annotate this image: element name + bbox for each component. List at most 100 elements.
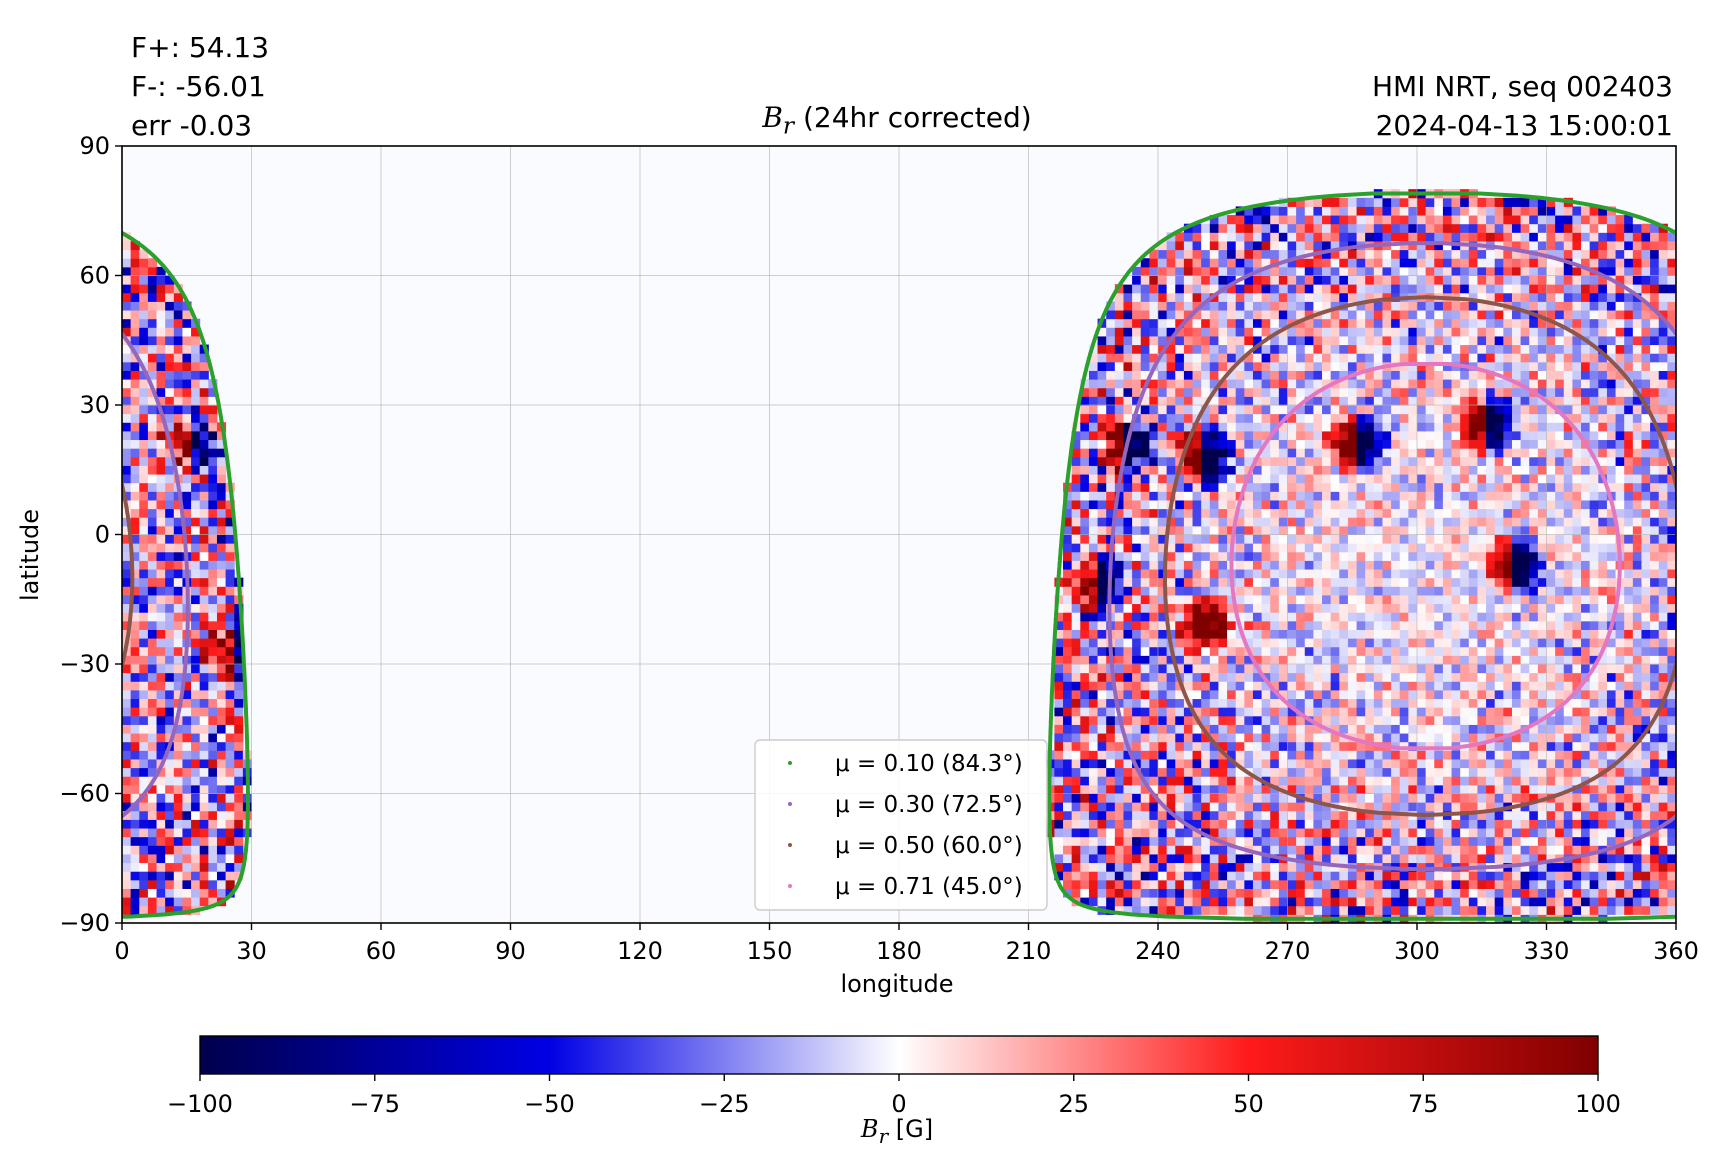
heatmap-cell [1615, 646, 1625, 656]
heatmap-cell [1391, 603, 1401, 613]
heatmap-cell [1589, 905, 1599, 915]
heatmap-cell [1347, 439, 1358, 449]
heatmap-cell [1347, 534, 1358, 544]
heatmap-cell [1201, 525, 1211, 535]
heatmap-cell [139, 525, 149, 535]
heatmap-cell [1261, 715, 1271, 725]
heatmap-cell [199, 862, 209, 872]
heatmap-cell [139, 413, 149, 423]
heatmap-cell [1494, 448, 1504, 458]
heatmap-cell [1598, 750, 1608, 760]
heatmap-cell [1252, 569, 1263, 579]
heatmap-cell [122, 620, 132, 630]
heatmap-cell [1365, 776, 1375, 786]
heatmap-cell [1632, 897, 1642, 907]
heatmap-cell [1373, 474, 1383, 484]
heatmap-cell [1175, 750, 1185, 760]
heatmap-cell [1417, 698, 1427, 708]
heatmap-cell [1270, 413, 1280, 423]
heatmap-cell [1313, 828, 1323, 838]
heatmap-cell [1382, 845, 1392, 855]
heatmap-cell [139, 724, 149, 734]
heatmap-cell [199, 646, 209, 656]
heatmap-cell [1572, 543, 1582, 553]
heatmap-cell [1287, 646, 1297, 656]
heatmap-cell [1192, 448, 1202, 458]
heatmap-cell [1313, 836, 1323, 846]
heatmap-cell [1606, 715, 1617, 725]
heatmap-cell [122, 845, 132, 855]
heatmap-cell [1408, 534, 1418, 544]
heatmap-cell [1503, 664, 1513, 674]
heatmap-cell [1063, 620, 1073, 630]
heatmap-cell [1598, 629, 1608, 639]
heatmap-cell [199, 810, 209, 820]
heatmap-cell [1227, 741, 1237, 751]
heatmap-cell [1158, 543, 1168, 553]
heatmap-cell [1667, 448, 1676, 458]
heatmap-cell [1218, 534, 1228, 544]
heatmap-cell [1166, 525, 1176, 535]
heatmap-cell [1166, 784, 1176, 794]
heatmap-cell [1589, 430, 1599, 441]
heatmap-cell [1365, 525, 1375, 535]
heatmap-cell [1166, 534, 1176, 544]
heatmap-cell [1503, 707, 1513, 717]
heatmap-cell [1667, 750, 1676, 760]
heatmap-cell [1425, 430, 1435, 441]
heatmap-cell [1373, 586, 1383, 596]
heatmap-cell [1624, 594, 1634, 605]
heatmap-cell [1399, 776, 1409, 786]
heatmap-cell [1442, 612, 1453, 622]
heatmap-cell [1252, 638, 1263, 648]
heatmap-cell [1555, 474, 1565, 484]
heatmap-cell [1624, 586, 1634, 596]
heatmap-cell [1218, 810, 1228, 820]
heatmap-cell [147, 689, 158, 700]
heatmap-cell [122, 776, 132, 786]
heatmap-cell [1581, 724, 1591, 734]
heatmap-cell [1088, 871, 1099, 881]
heatmap-cell [1158, 698, 1168, 708]
heatmap-cell [1581, 819, 1591, 829]
heatmap-cell [1296, 439, 1306, 449]
heatmap-cell [1132, 430, 1142, 441]
heatmap-cell [1468, 784, 1478, 794]
heatmap-cell [1641, 758, 1651, 769]
heatmap-cell [1227, 499, 1237, 510]
heatmap-cell [122, 689, 132, 700]
heatmap-cell [122, 456, 132, 466]
heatmap-cell [1624, 638, 1634, 648]
heatmap-cell [1252, 689, 1263, 700]
heatmap-cell [1460, 689, 1470, 700]
heatmap-cell [1209, 586, 1219, 596]
heatmap-cell [1417, 543, 1427, 553]
heatmap-cell [165, 508, 175, 518]
heatmap-cell [1218, 905, 1228, 915]
heatmap-cell [156, 655, 166, 665]
heatmap-cell [1088, 715, 1099, 725]
heatmap-cell [1632, 784, 1642, 794]
heatmap-cell [1166, 560, 1176, 570]
heatmap-cell [1244, 715, 1254, 725]
heatmap-cell [1537, 655, 1547, 665]
heatmap-cell [1598, 689, 1608, 700]
heatmap-cell [1313, 612, 1323, 622]
heatmap-cell [1667, 784, 1676, 794]
heatmap-cell [1175, 879, 1185, 889]
heatmap-cell [1529, 853, 1539, 864]
heatmap-cell [1261, 784, 1271, 794]
heatmap-cell [1399, 724, 1409, 734]
heatmap-cell [1261, 594, 1271, 605]
heatmap-cell [1667, 569, 1676, 579]
heatmap-cell [1287, 767, 1297, 777]
heatmap-cell [1322, 664, 1332, 674]
heatmap-cell [173, 862, 183, 872]
heatmap-cell [199, 879, 209, 889]
heatmap-cell [1218, 603, 1228, 613]
heatmap-cell [1175, 612, 1185, 622]
heatmap-cell [208, 405, 218, 415]
heatmap-cell [1270, 664, 1280, 674]
heatmap-cell [234, 603, 244, 613]
heatmap-cell [1347, 508, 1358, 518]
